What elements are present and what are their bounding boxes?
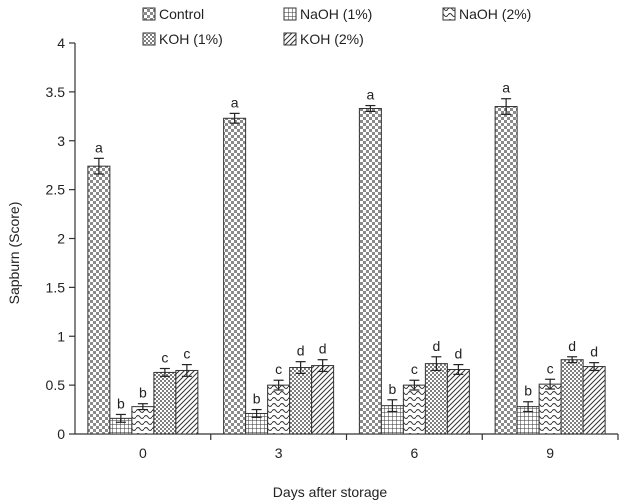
significance-label: b: [524, 383, 532, 399]
y-tick-label: 3.5: [46, 84, 66, 100]
significance-label: c: [275, 361, 282, 377]
y-tick-label: 4: [57, 35, 65, 51]
significance-label: a: [502, 80, 510, 96]
x-tick-label: 0: [139, 445, 147, 461]
bar: [223, 117, 247, 435]
legend: Control NaOH (1%) NaOH (2%) KOH (1%) KOH (2%…: [142, 6, 531, 47]
bar: [153, 371, 177, 435]
bar: [289, 367, 313, 435]
significance-label: c: [411, 361, 418, 377]
bar: [582, 366, 606, 435]
significance-label: c: [183, 346, 190, 362]
significance-label: b: [388, 381, 396, 397]
bar: [131, 406, 155, 435]
significance-label: d: [454, 346, 462, 362]
y-tick-label: 2.5: [46, 182, 66, 198]
legend-label: NaOH (2%): [459, 6, 531, 22]
significance-label: d: [319, 341, 327, 357]
bar: [424, 363, 448, 435]
legend-swatch: [283, 32, 297, 46]
y-tick-label: 3: [57, 133, 65, 149]
y-axis-title: Sapburn (Score): [6, 202, 22, 305]
bar: [175, 369, 199, 435]
significance-label: c: [547, 360, 554, 376]
bar: [358, 107, 382, 435]
significance-label: d: [432, 338, 440, 354]
legend-swatch: [142, 32, 156, 46]
significance-label: a: [231, 94, 239, 110]
y-tick-label: 0: [57, 426, 65, 442]
significance-label: a: [95, 139, 103, 155]
bar: [538, 383, 562, 435]
significance-label: c: [161, 350, 168, 366]
y-tick-label: 1: [57, 328, 65, 344]
y-tick-label: 1.5: [46, 279, 66, 295]
significance-label: d: [568, 338, 576, 354]
legend-label: NaOH (1%): [300, 6, 372, 22]
bar: [402, 384, 426, 435]
significance-label: d: [590, 344, 598, 360]
bar: [87, 165, 111, 435]
x-tick-label: 9: [546, 445, 554, 461]
bar: [494, 106, 518, 435]
bar: [446, 368, 470, 435]
legend-label: Control: [159, 6, 204, 22]
legend-swatch: [283, 7, 297, 21]
significance-label: a: [366, 87, 374, 103]
bar: [267, 384, 291, 435]
significance-label: d: [297, 343, 305, 359]
bar: [311, 365, 335, 435]
x-tick-label: 3: [275, 445, 283, 461]
significance-label: b: [253, 391, 261, 407]
x-axis-title: Days after storage: [273, 484, 388, 500]
significance-label: b: [117, 395, 125, 411]
bar: [560, 359, 584, 435]
legend-label: KOH (1%): [159, 31, 223, 47]
legend-label: KOH (2%): [300, 31, 364, 47]
y-tick-label: 0.5: [46, 377, 66, 393]
legend-swatch: [142, 7, 156, 21]
significance-label: b: [139, 385, 147, 401]
y-tick-label: 2: [57, 231, 65, 247]
x-tick-label: 6: [410, 445, 418, 461]
legend-swatch: [442, 7, 456, 21]
